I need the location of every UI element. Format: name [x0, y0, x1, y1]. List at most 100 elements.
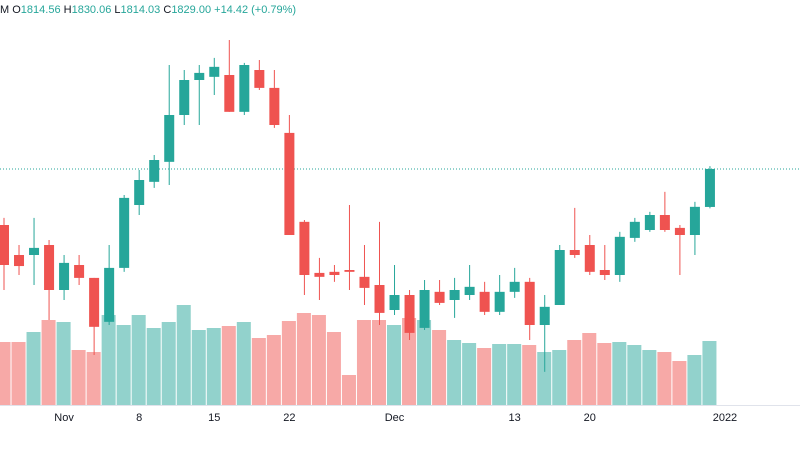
x-tick-label: Dec — [385, 412, 405, 424]
candle-body — [134, 180, 145, 205]
candle-body — [599, 270, 610, 275]
x-tick-label: 22 — [283, 412, 295, 424]
volume-bar — [236, 322, 251, 405]
candle-body — [209, 66, 220, 77]
candle-body — [704, 168, 715, 207]
volume-bar — [432, 330, 447, 405]
volume-bar — [11, 342, 26, 405]
candle-body — [584, 245, 595, 272]
candle-body — [419, 290, 430, 328]
volume-bar — [462, 343, 477, 405]
volume-bar — [537, 352, 552, 405]
candle-body — [224, 75, 235, 112]
volume-bar — [221, 326, 236, 405]
candle-body — [239, 65, 250, 112]
candle-body — [494, 291, 505, 312]
candle-body — [329, 271, 340, 275]
volume-bar — [477, 348, 492, 405]
candle-body — [539, 306, 550, 325]
x-tick-label: 13 — [509, 412, 521, 424]
volume-bar — [582, 333, 597, 405]
candle-body — [374, 285, 385, 313]
volume-bar — [206, 328, 221, 405]
volume-bar — [161, 322, 176, 405]
candle-body — [524, 281, 535, 325]
candle-body — [179, 80, 190, 115]
candle-body — [89, 277, 100, 327]
candle-body — [569, 250, 580, 255]
candle-body — [149, 160, 160, 182]
low-label: L — [114, 4, 121, 16]
candle-body — [359, 276, 370, 288]
volume-bar — [627, 345, 642, 405]
candle-body — [614, 236, 625, 275]
candle-body — [269, 87, 280, 125]
volume-bar — [311, 315, 326, 405]
close-label: C — [163, 4, 172, 16]
candle-body — [674, 227, 685, 235]
change-value: +14.42 (+0.79%) — [214, 4, 297, 16]
volume-bar — [56, 322, 71, 405]
open-value: 1814.56 — [20, 4, 61, 16]
candle-body — [404, 295, 415, 333]
candle-body — [689, 206, 700, 235]
volume-bar — [131, 315, 146, 405]
candle-body — [44, 245, 55, 290]
volume-bar — [176, 305, 191, 405]
candle-body — [254, 70, 265, 88]
candle-body — [119, 197, 130, 268]
volume-bar — [417, 320, 432, 405]
candle-body — [509, 281, 520, 292]
candle-body — [629, 221, 640, 238]
x-tick-label: 2022 — [713, 412, 737, 424]
candle-body — [479, 291, 490, 312]
volume-bar — [251, 338, 266, 405]
open-label: O — [12, 4, 21, 16]
volume-bar — [402, 318, 417, 405]
volume-bar — [552, 350, 567, 405]
volume-bar — [612, 342, 627, 405]
volume-bar — [0, 342, 11, 405]
x-tick-label: Nov — [54, 412, 74, 424]
candle-body — [464, 286, 475, 295]
candle-body — [344, 270, 355, 272]
x-tick-label: 15 — [208, 412, 220, 424]
candle-body — [659, 215, 670, 230]
volume-bar — [116, 325, 131, 405]
volume-bar — [101, 315, 116, 405]
candle-body — [554, 250, 565, 305]
volume-bar — [296, 313, 311, 405]
candle-body — [164, 115, 175, 162]
candle-body — [284, 132, 295, 235]
candle-body — [194, 72, 205, 80]
candle-body — [644, 215, 655, 230]
volume-bar — [26, 332, 41, 405]
candle-body — [314, 272, 325, 277]
volume-bar — [507, 344, 522, 405]
x-tick-label: 20 — [584, 412, 596, 424]
volume-bar — [522, 345, 537, 405]
volume-bar — [326, 332, 341, 405]
symbol: M — [0, 4, 10, 16]
candle-body — [74, 265, 85, 278]
close-value: 1829.00 — [171, 4, 212, 16]
high-value: 1830.06 — [71, 4, 112, 16]
volume-bar — [191, 330, 206, 405]
x-tick-label: 8 — [136, 412, 142, 424]
volume-bar — [387, 325, 402, 405]
candle-body — [14, 255, 25, 267]
candle-body — [389, 295, 400, 310]
volume-bar — [86, 352, 101, 405]
high-label: H — [63, 4, 72, 16]
candle-body — [104, 267, 115, 322]
volume-bar — [41, 320, 56, 405]
candle-body — [59, 262, 70, 290]
volume-bar — [687, 355, 702, 405]
volume-bar — [702, 341, 717, 405]
volume-bar — [597, 343, 612, 405]
candle-body — [449, 290, 460, 300]
volume-bar — [281, 321, 296, 405]
volume-bar — [356, 320, 371, 405]
